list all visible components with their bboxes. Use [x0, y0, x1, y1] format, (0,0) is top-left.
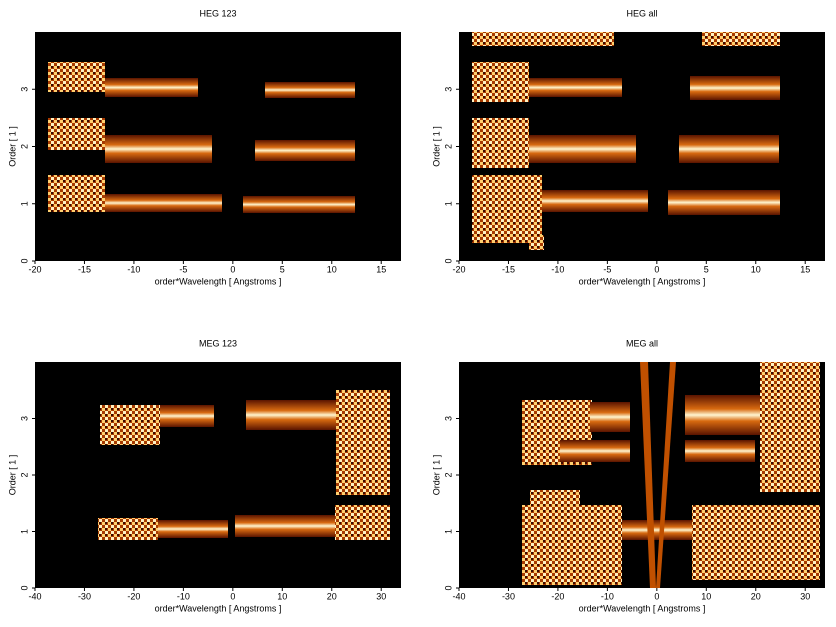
y-tick-label: 1: [443, 529, 453, 534]
y-tick-label: 1: [443, 201, 453, 206]
panel-title: MEG all: [626, 338, 658, 348]
x-tick-label: 5: [704, 264, 709, 274]
heatmap-image: [98, 390, 390, 540]
panel-title: MEG 123: [199, 338, 237, 348]
x-axis-label: order*Wavelength [ Angstroms ]: [579, 603, 706, 613]
x-tick-label: 20: [327, 591, 337, 601]
x-tick-label: -40: [452, 591, 465, 601]
x-tick-label: -10: [551, 264, 564, 274]
x-tick-label: -15: [78, 264, 91, 274]
x-tick-label: 10: [751, 264, 761, 274]
x-tick-label: 5: [280, 264, 285, 274]
panel-title: HEG all: [626, 8, 657, 18]
y-tick-label: 3: [19, 416, 29, 421]
heatmap-image: [522, 362, 820, 588]
x-tick-label: 10: [701, 591, 711, 601]
x-tick-label: -30: [78, 591, 91, 601]
x-tick-label: -5: [179, 264, 187, 274]
y-tick-label: 2: [19, 472, 29, 477]
x-tick-label: 0: [230, 591, 235, 601]
y-tick-label: 2: [443, 472, 453, 477]
y-tick-label: 0: [19, 258, 29, 263]
x-tick-label: -5: [603, 264, 611, 274]
y-tick-label: 2: [19, 144, 29, 149]
x-tick-label: -20: [127, 591, 140, 601]
x-tick-label: 30: [800, 591, 810, 601]
x-tick-label: -10: [127, 264, 140, 274]
y-axis-label: Order [ 1 ]: [7, 455, 17, 496]
x-tick-label: -20: [551, 591, 564, 601]
y-tick-label: 0: [443, 585, 453, 590]
x-tick-label: 10: [327, 264, 337, 274]
y-tick-label: 3: [19, 87, 29, 92]
x-axis-label: order*Wavelength [ Angstroms ]: [155, 276, 282, 286]
y-tick-label: 0: [443, 258, 453, 263]
x-tick-label: -40: [28, 591, 41, 601]
y-tick-label: 1: [19, 201, 29, 206]
heatmap-image: [472, 32, 780, 250]
y-tick-label: 3: [443, 87, 453, 92]
x-tick-label: 20: [751, 591, 761, 601]
y-tick-label: 1: [19, 529, 29, 534]
x-tick-label: 0: [654, 264, 659, 274]
y-tick-label: 0: [19, 585, 29, 590]
x-tick-label: 10: [277, 591, 287, 601]
x-tick-label: -10: [601, 591, 614, 601]
x-axis-label: order*Wavelength [ Angstroms ]: [579, 276, 706, 286]
x-tick-label: 15: [800, 264, 810, 274]
x-tick-label: -15: [502, 264, 515, 274]
heatmap-image: [48, 62, 355, 213]
x-tick-label: 0: [230, 264, 235, 274]
y-tick-label: 3: [443, 416, 453, 421]
y-tick-label: 2: [443, 144, 453, 149]
x-tick-label: -30: [502, 591, 515, 601]
x-tick-label: -20: [28, 264, 41, 274]
x-tick-label: 30: [376, 591, 386, 601]
x-tick-label: 15: [376, 264, 386, 274]
x-tick-label: -20: [452, 264, 465, 274]
x-tick-label: -10: [177, 591, 190, 601]
x-tick-label: 0: [654, 591, 659, 601]
x-axis-label: order*Wavelength [ Angstroms ]: [155, 603, 282, 613]
panel-title: HEG 123: [199, 8, 236, 18]
y-axis-label: Order [ 1 ]: [431, 126, 441, 167]
y-axis-label: Order [ 1 ]: [7, 126, 17, 167]
y-axis-label: Order [ 1 ]: [431, 455, 441, 496]
